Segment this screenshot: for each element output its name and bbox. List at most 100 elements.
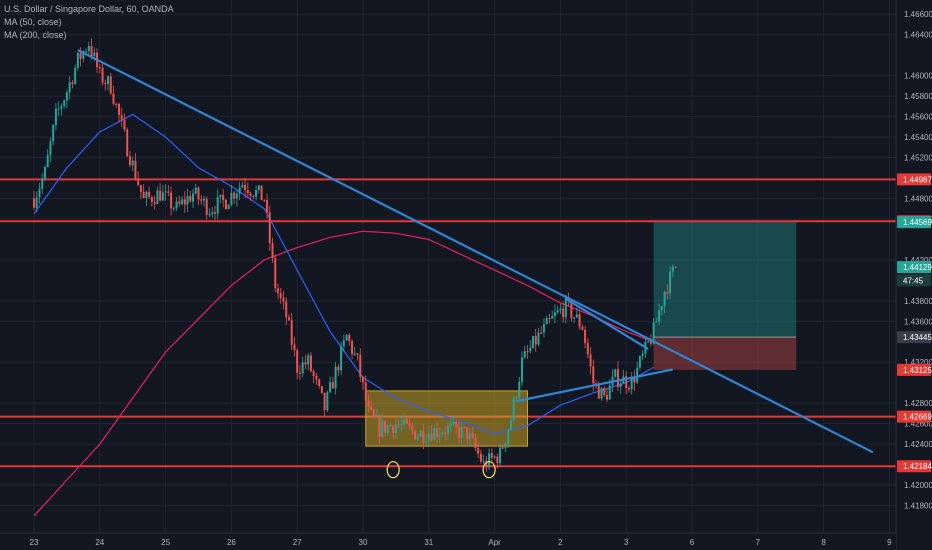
- candle-body: [584, 329, 587, 343]
- candle-body: [54, 108, 57, 125]
- candle-body: [430, 433, 433, 441]
- price-tag-label: 1.42669: [903, 413, 932, 422]
- ma200-legend[interactable]: MA (200, close): [4, 30, 67, 40]
- price-tag-label: 1.44987: [903, 175, 932, 184]
- candle-body: [65, 92, 68, 101]
- price-tick-label: 1.45800: [904, 92, 932, 101]
- candle-body: [488, 453, 491, 468]
- candle-body: [671, 266, 674, 272]
- candle-body: [348, 334, 351, 341]
- trendline-wedge-lower: [516, 368, 674, 403]
- candle-body: [342, 340, 345, 347]
- candle-body: [57, 108, 60, 110]
- candle-body: [68, 82, 71, 93]
- candle-body: [540, 332, 543, 334]
- candle-body: [35, 197, 38, 208]
- highlight-circles[interactable]: [386, 461, 496, 479]
- candle-body: [41, 178, 44, 189]
- time-axis[interactable]: 23 24 25 26 27 30 31 Apr 2 3 6 7 8 9: [0, 532, 896, 550]
- candle-body: [419, 430, 422, 437]
- candle-body: [112, 93, 115, 104]
- candle-body: [581, 326, 584, 330]
- candle-body: [216, 196, 219, 214]
- candle-body: [496, 456, 499, 464]
- price-tag-label: 1.43125: [903, 366, 932, 375]
- candle-body: [233, 192, 236, 199]
- candle-body: [161, 192, 164, 201]
- candle-body: [148, 191, 151, 197]
- candle-body: [468, 433, 471, 440]
- candle-body: [466, 427, 469, 440]
- candle-body: [90, 45, 93, 56]
- candle-body: [457, 427, 460, 439]
- range-box[interactable]: [365, 390, 528, 447]
- candle-body: [109, 76, 112, 94]
- candle-body: [411, 425, 414, 431]
- position-zones[interactable]: [653, 222, 797, 370]
- candle-body: [334, 366, 337, 389]
- candle-body: [578, 314, 581, 327]
- candle-body: [367, 400, 370, 407]
- candle-body: [674, 266, 677, 268]
- candle-body: [518, 381, 521, 398]
- candle-body: [131, 160, 134, 166]
- candle-body: [425, 440, 428, 443]
- candle-body: [227, 204, 230, 210]
- candle-body: [446, 426, 449, 434]
- candle-body: [542, 324, 545, 333]
- candle-body: [181, 199, 184, 204]
- candle-body: [293, 344, 296, 351]
- candle-body: [666, 291, 669, 294]
- candle-body: [192, 193, 195, 202]
- price-axis[interactable]: 1.46600 1.46400 1.46000 1.45800 1.45600 1.454…: [895, 0, 932, 550]
- price-tick-label: 1.46000: [904, 72, 932, 81]
- candle-body: [287, 317, 290, 321]
- candle-body: [444, 432, 447, 434]
- candle-body: [79, 52, 82, 59]
- candle-body: [422, 430, 425, 443]
- trendline-main-downtrend: [77, 49, 874, 454]
- consolidation-box: [365, 390, 528, 447]
- candle-body: [414, 430, 417, 440]
- time-tick-label: 7: [756, 538, 761, 547]
- candle-body: [315, 375, 318, 380]
- candle-body: [669, 271, 672, 294]
- symbol-title[interactable]: U.S. Dollar / Singapore Dollar, 60, OAND…: [4, 4, 174, 14]
- candle-body: [178, 201, 181, 204]
- candle-body: [449, 424, 452, 427]
- trendline-wedge-upper: [565, 297, 649, 350]
- candle-body: [304, 362, 307, 365]
- candle-body: [573, 317, 576, 319]
- price-tag-label: 1.44129: [903, 263, 932, 272]
- price-tag-bg: [897, 216, 931, 229]
- candle-body: [120, 114, 123, 120]
- candle-body: [625, 376, 628, 389]
- price-tick-label: 1.42400: [904, 440, 932, 449]
- candle-body: [172, 208, 175, 210]
- ma50-legend[interactable]: MA (50, close): [4, 17, 62, 27]
- candle-body: [515, 397, 518, 399]
- time-tick-label: 27: [293, 538, 302, 547]
- time-tick-label: 9: [887, 538, 892, 547]
- candle-body: [244, 185, 247, 191]
- candle-body: [359, 354, 362, 377]
- candle-body: [318, 379, 321, 386]
- candle-body: [202, 198, 205, 201]
- candle-body: [356, 353, 359, 355]
- candle-body: [137, 178, 140, 186]
- candle-body: [33, 198, 35, 208]
- candle-body: [52, 124, 55, 142]
- candle-body: [633, 377, 636, 383]
- candle-body: [76, 52, 79, 68]
- candle-body: [205, 198, 208, 215]
- candle-body: [60, 106, 63, 109]
- candle-body: [658, 310, 661, 322]
- candle-body: [586, 342, 589, 355]
- candle-body: [403, 418, 406, 425]
- price-tag-label: 1.44569: [903, 218, 932, 227]
- candle-body: [230, 192, 233, 205]
- candle-body: [142, 191, 145, 198]
- trendlines[interactable]: [77, 49, 874, 454]
- price-tick-label: 1.42800: [904, 399, 932, 408]
